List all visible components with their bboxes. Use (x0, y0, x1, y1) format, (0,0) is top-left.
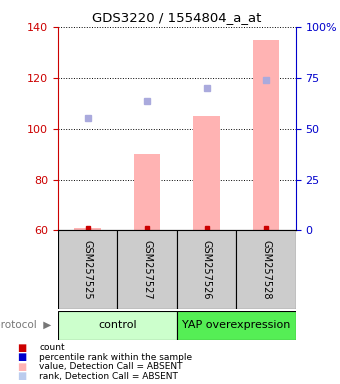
Text: count: count (39, 343, 65, 352)
Text: ■: ■ (17, 352, 26, 362)
Text: percentile rank within the sample: percentile rank within the sample (39, 353, 192, 362)
Bar (177, 230, 236, 309)
Text: GSM257527: GSM257527 (142, 240, 152, 300)
Text: value, Detection Call = ABSENT: value, Detection Call = ABSENT (39, 362, 183, 371)
Text: YAP overexpression: YAP overexpression (182, 320, 290, 331)
Text: GSM257528: GSM257528 (261, 240, 271, 300)
Bar (58, 311, 177, 340)
Bar (134, 154, 160, 230)
Text: protocol  ▶: protocol ▶ (0, 320, 51, 331)
Bar (74, 228, 101, 230)
Bar (236, 230, 296, 309)
Text: rank, Detection Call = ABSENT: rank, Detection Call = ABSENT (39, 372, 178, 381)
Bar (253, 40, 279, 230)
Text: ■: ■ (17, 343, 26, 353)
Bar (193, 116, 220, 230)
Text: GSM257525: GSM257525 (83, 240, 92, 300)
Text: ■: ■ (17, 371, 26, 381)
Bar (177, 311, 296, 340)
Text: GDS3220 / 1554804_a_at: GDS3220 / 1554804_a_at (92, 12, 261, 25)
Bar (58, 230, 117, 309)
Bar (117, 230, 177, 309)
Text: ■: ■ (17, 362, 26, 372)
Text: GSM257526: GSM257526 (202, 240, 211, 300)
Text: control: control (98, 320, 137, 331)
